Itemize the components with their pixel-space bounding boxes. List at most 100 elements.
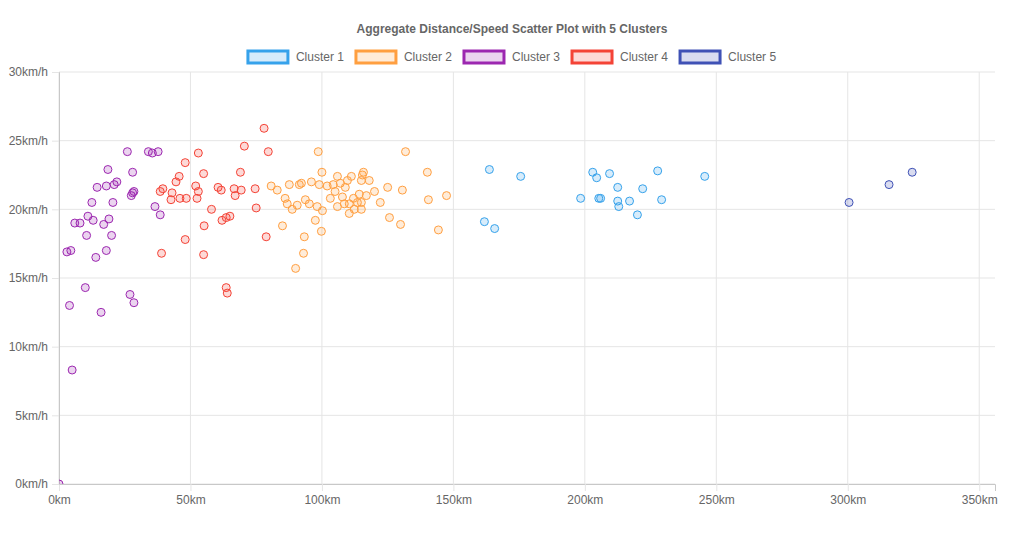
point: [223, 289, 231, 297]
series: [845, 168, 916, 206]
legend-swatch: [572, 51, 612, 63]
tick-label: 10km/h: [9, 340, 48, 354]
legend-swatch: [248, 51, 288, 63]
point: [264, 148, 272, 156]
point: [156, 211, 164, 219]
point: [200, 222, 208, 230]
tick: 300km: [830, 484, 866, 507]
tick-mark: [52, 484, 59, 485]
grid-line: [190, 72, 191, 484]
legend-label: Cluster 1: [296, 50, 344, 64]
tick: 350km: [962, 484, 998, 507]
point: [252, 204, 260, 212]
tick: 250km: [699, 484, 735, 507]
point: [92, 253, 100, 261]
point: [639, 185, 647, 193]
point: [314, 148, 322, 156]
point: [129, 168, 137, 176]
tick-mark: [453, 484, 454, 491]
grid-line: [59, 72, 995, 73]
series: [156, 124, 272, 297]
point: [577, 194, 585, 202]
tick-label: 5km/h: [15, 409, 48, 423]
point: [175, 172, 183, 180]
tick-mark: [52, 347, 59, 348]
point: [102, 182, 110, 190]
grid-line: [716, 72, 717, 484]
point: [326, 194, 334, 202]
tick-label: 25km/h: [9, 134, 48, 148]
point: [200, 251, 208, 259]
point: [307, 178, 315, 186]
point: [357, 177, 365, 185]
tick-mark: [52, 141, 59, 142]
tick-mark: [979, 484, 980, 491]
point: [362, 192, 370, 200]
point: [317, 227, 325, 235]
series: [480, 166, 708, 233]
point: [126, 290, 134, 298]
tick-label: 200km: [567, 493, 603, 507]
tick-label: 0km: [48, 493, 71, 507]
tick: 200km: [567, 484, 603, 507]
point: [491, 225, 499, 233]
plot: 0km50km100km150km200km250km300km350km0km…: [9, 65, 998, 506]
series: [59, 148, 164, 484]
point: [240, 142, 248, 150]
tick-mark: [716, 484, 717, 491]
point: [293, 201, 301, 209]
grid-line: [979, 72, 980, 484]
point: [76, 219, 84, 227]
point: [273, 186, 281, 194]
point: [517, 172, 525, 180]
x-axis: 0km50km100km150km200km250km300km350km: [48, 484, 998, 507]
point: [402, 148, 410, 156]
point: [154, 148, 162, 156]
tick: 0km: [48, 484, 71, 507]
point: [292, 264, 300, 272]
chart: 0km50km100km150km200km250km300km350km0km…: [0, 0, 1024, 558]
legend: Cluster 1Cluster 2Cluster 3Cluster 4Clus…: [248, 50, 776, 64]
tick-mark: [59, 484, 60, 491]
grid-line: [453, 72, 454, 484]
tick: 5km/h: [15, 409, 59, 423]
point: [88, 198, 96, 206]
legend-swatch: [680, 51, 720, 63]
point: [359, 168, 367, 176]
axis-line: [52, 73, 60, 485]
grid-line: [847, 72, 848, 484]
grid-line: [321, 72, 322, 484]
point: [480, 218, 488, 226]
point: [386, 214, 394, 222]
point: [81, 284, 89, 292]
point: [237, 186, 245, 194]
legend-item: Cluster 4: [572, 50, 668, 64]
point: [194, 149, 202, 157]
tick-label: 300km: [830, 493, 866, 507]
point: [297, 179, 305, 187]
point: [130, 299, 138, 307]
point: [434, 226, 442, 234]
point: [606, 170, 614, 178]
point: [97, 308, 105, 316]
legend-label: Cluster 4: [620, 50, 668, 64]
point: [285, 181, 293, 189]
series: [267, 148, 450, 273]
point: [626, 197, 634, 205]
legend-label: Cluster 3: [512, 50, 560, 64]
point: [311, 216, 319, 224]
point: [318, 207, 326, 215]
point: [371, 187, 379, 195]
point: [151, 203, 159, 211]
point: [217, 186, 225, 194]
tick: 50km: [176, 484, 205, 507]
point: [89, 216, 97, 224]
point: [300, 233, 308, 241]
legend-item: Cluster 3: [464, 50, 560, 64]
tick-label: 250km: [699, 493, 735, 507]
tick-label: 20km/h: [9, 203, 48, 217]
grid-line: [59, 415, 995, 416]
point: [384, 183, 392, 191]
point: [102, 247, 110, 255]
point: [108, 231, 116, 239]
